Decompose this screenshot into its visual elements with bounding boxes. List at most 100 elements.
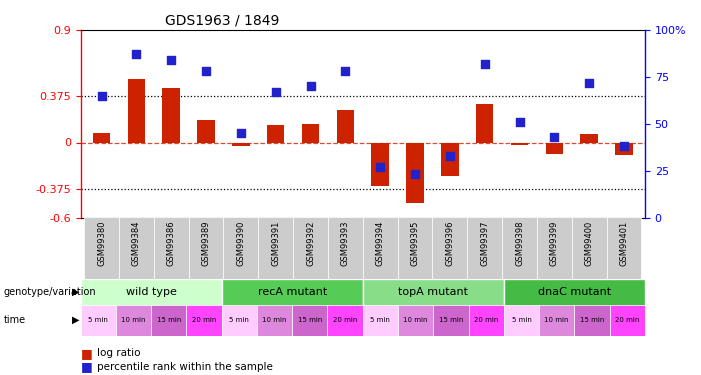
Text: ■: ■ [81, 360, 93, 373]
Bar [441, 142, 458, 176]
Bar [267, 125, 285, 142]
Point [131, 51, 142, 57]
Point [96, 93, 107, 99]
Bar [539, 305, 574, 336]
Text: topA mutant: topA mutant [398, 287, 468, 297]
Bar [468, 305, 504, 336]
Bar [363, 217, 397, 279]
Bar [545, 142, 563, 154]
Text: percentile rank within the sample: percentile rank within the sample [97, 362, 273, 372]
Text: 10 min: 10 min [262, 317, 287, 323]
Bar [606, 217, 641, 279]
Text: GSM99384: GSM99384 [132, 220, 141, 266]
Bar [433, 217, 468, 279]
Text: GSM99398: GSM99398 [515, 220, 524, 266]
Bar [189, 217, 224, 279]
Text: 15 min: 15 min [580, 317, 604, 323]
Text: 20 min: 20 min [333, 317, 358, 323]
Text: GSM99394: GSM99394 [376, 220, 385, 266]
Text: 15 min: 15 min [298, 317, 322, 323]
Bar [222, 279, 363, 306]
Text: ▶: ▶ [72, 287, 79, 297]
Point [165, 57, 177, 63]
Text: 20 min: 20 min [192, 317, 216, 323]
Bar [154, 217, 189, 279]
Text: GDS1963 / 1849: GDS1963 / 1849 [165, 13, 280, 27]
Text: GSM99401: GSM99401 [620, 220, 629, 266]
Point [305, 83, 316, 89]
Point [236, 130, 247, 136]
Text: 10 min: 10 min [545, 317, 569, 323]
Point [270, 89, 281, 95]
Text: log ratio: log ratio [97, 348, 140, 358]
Point [374, 164, 386, 170]
Bar [81, 305, 116, 336]
Text: GSM99390: GSM99390 [236, 220, 245, 266]
Bar [328, 217, 363, 279]
Bar [258, 217, 293, 279]
Bar [151, 305, 186, 336]
Point [514, 119, 525, 125]
Text: 5 min: 5 min [229, 317, 250, 323]
Point [200, 68, 212, 74]
Bar [504, 279, 645, 306]
Text: 20 min: 20 min [615, 317, 639, 323]
Bar [468, 217, 502, 279]
Text: wild type: wild type [125, 287, 177, 297]
Bar [327, 305, 363, 336]
Bar [302, 124, 319, 142]
Text: 10 min: 10 min [403, 317, 428, 323]
Bar [336, 110, 354, 142]
Bar [257, 305, 292, 336]
Bar [222, 305, 257, 336]
Bar [186, 305, 222, 336]
Text: genotype/variation: genotype/variation [4, 287, 96, 297]
Point [409, 171, 421, 177]
Text: 15 min: 15 min [156, 317, 181, 323]
Text: 5 min: 5 min [370, 317, 390, 323]
Bar [93, 132, 110, 142]
Bar [407, 142, 423, 202]
Text: ▶: ▶ [72, 315, 79, 325]
Point [618, 143, 629, 149]
Bar [372, 142, 389, 186]
Bar [572, 217, 606, 279]
Text: GSM99396: GSM99396 [445, 220, 454, 266]
Bar [232, 142, 250, 146]
Bar [81, 279, 222, 306]
Text: 20 min: 20 min [474, 317, 498, 323]
Bar [476, 104, 494, 142]
Text: GSM99391: GSM99391 [271, 220, 280, 266]
Bar [128, 79, 145, 142]
Bar [84, 217, 119, 279]
Bar [116, 305, 151, 336]
Text: 10 min: 10 min [121, 317, 146, 323]
Text: GSM99393: GSM99393 [341, 220, 350, 266]
Bar [119, 217, 154, 279]
Bar [398, 305, 433, 336]
Text: GSM99389: GSM99389 [201, 220, 210, 266]
Text: GSM99380: GSM99380 [97, 220, 106, 266]
Text: GSM99399: GSM99399 [550, 220, 559, 266]
Text: GSM99397: GSM99397 [480, 220, 489, 266]
Point [549, 134, 560, 140]
Text: GSM99395: GSM99395 [411, 220, 419, 266]
Bar [363, 305, 398, 336]
Bar [363, 279, 504, 306]
Text: GSM99392: GSM99392 [306, 220, 315, 266]
Text: GSM99400: GSM99400 [585, 220, 594, 266]
Text: 5 min: 5 min [88, 317, 108, 323]
Point [444, 153, 456, 159]
Bar [163, 87, 180, 142]
Text: 5 min: 5 min [512, 317, 531, 323]
Bar [293, 217, 328, 279]
Text: time: time [4, 315, 26, 325]
Bar [504, 305, 539, 336]
Bar [433, 305, 468, 336]
Bar [610, 305, 645, 336]
Bar [615, 142, 633, 155]
Bar [580, 134, 598, 142]
Bar [397, 217, 433, 279]
Text: 15 min: 15 min [439, 317, 463, 323]
Text: recA mutant: recA mutant [257, 287, 327, 297]
